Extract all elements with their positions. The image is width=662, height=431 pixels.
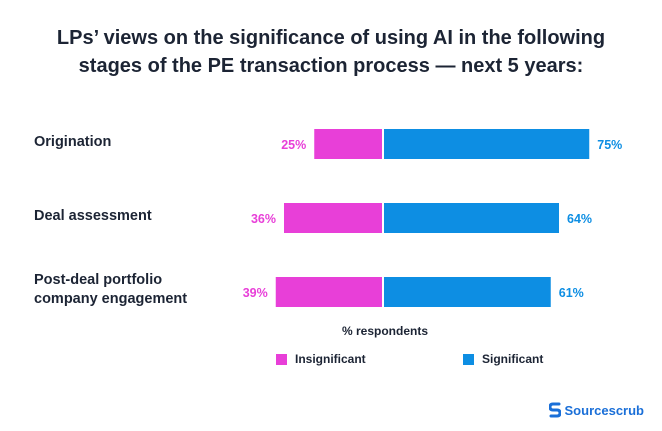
data-label-insignificant: 25% bbox=[281, 138, 306, 152]
legend-item-insignificant: Insignificant bbox=[276, 352, 366, 366]
brand-name: Sourcescrub bbox=[564, 402, 644, 418]
chart-title-line-2: stages of the PE transaction process — n… bbox=[78, 55, 584, 77]
category-label-line: company engagement bbox=[34, 291, 188, 307]
data-label-insignificant: 36% bbox=[251, 212, 276, 226]
data-label-significant: 61% bbox=[559, 286, 584, 300]
bar-significant bbox=[383, 129, 590, 159]
bar-insignificant bbox=[275, 277, 383, 307]
brand-logo: Sourcescrub bbox=[548, 402, 644, 418]
x-axis-label: % respondents bbox=[341, 324, 428, 338]
legend-item-significant: Significant bbox=[463, 352, 543, 366]
bar-insignificant bbox=[284, 203, 383, 233]
legend-swatch-significant bbox=[463, 353, 474, 365]
chart-title: LPs’ views on the significance of using … bbox=[0, 24, 662, 80]
category-label-line: Origination bbox=[34, 133, 112, 150]
bar-insignificant bbox=[314, 129, 383, 159]
legend-swatch-insignificant bbox=[276, 353, 287, 365]
bar-significant bbox=[383, 277, 551, 307]
category-label: Post-deal portfolio company engagement bbox=[34, 271, 187, 309]
data-label-insignificant: 39% bbox=[243, 286, 268, 300]
category-label: Deal assessment bbox=[34, 207, 152, 226]
sourcescrub-logo-icon bbox=[548, 402, 561, 418]
bar-significant bbox=[383, 203, 559, 233]
data-label-significant: 64% bbox=[567, 212, 592, 226]
chart-title-line-1: LPs’ views on the significance of using … bbox=[56, 27, 606, 49]
legend-label-significant: Significant bbox=[482, 352, 544, 366]
legend-label-insignificant: Insignificant bbox=[295, 352, 366, 366]
category-label-line: Deal assessment bbox=[34, 207, 152, 224]
data-label-significant: 75% bbox=[597, 138, 622, 152]
category-label: Origination bbox=[34, 133, 111, 152]
category-label-line: Post-deal portfolio bbox=[34, 272, 163, 288]
